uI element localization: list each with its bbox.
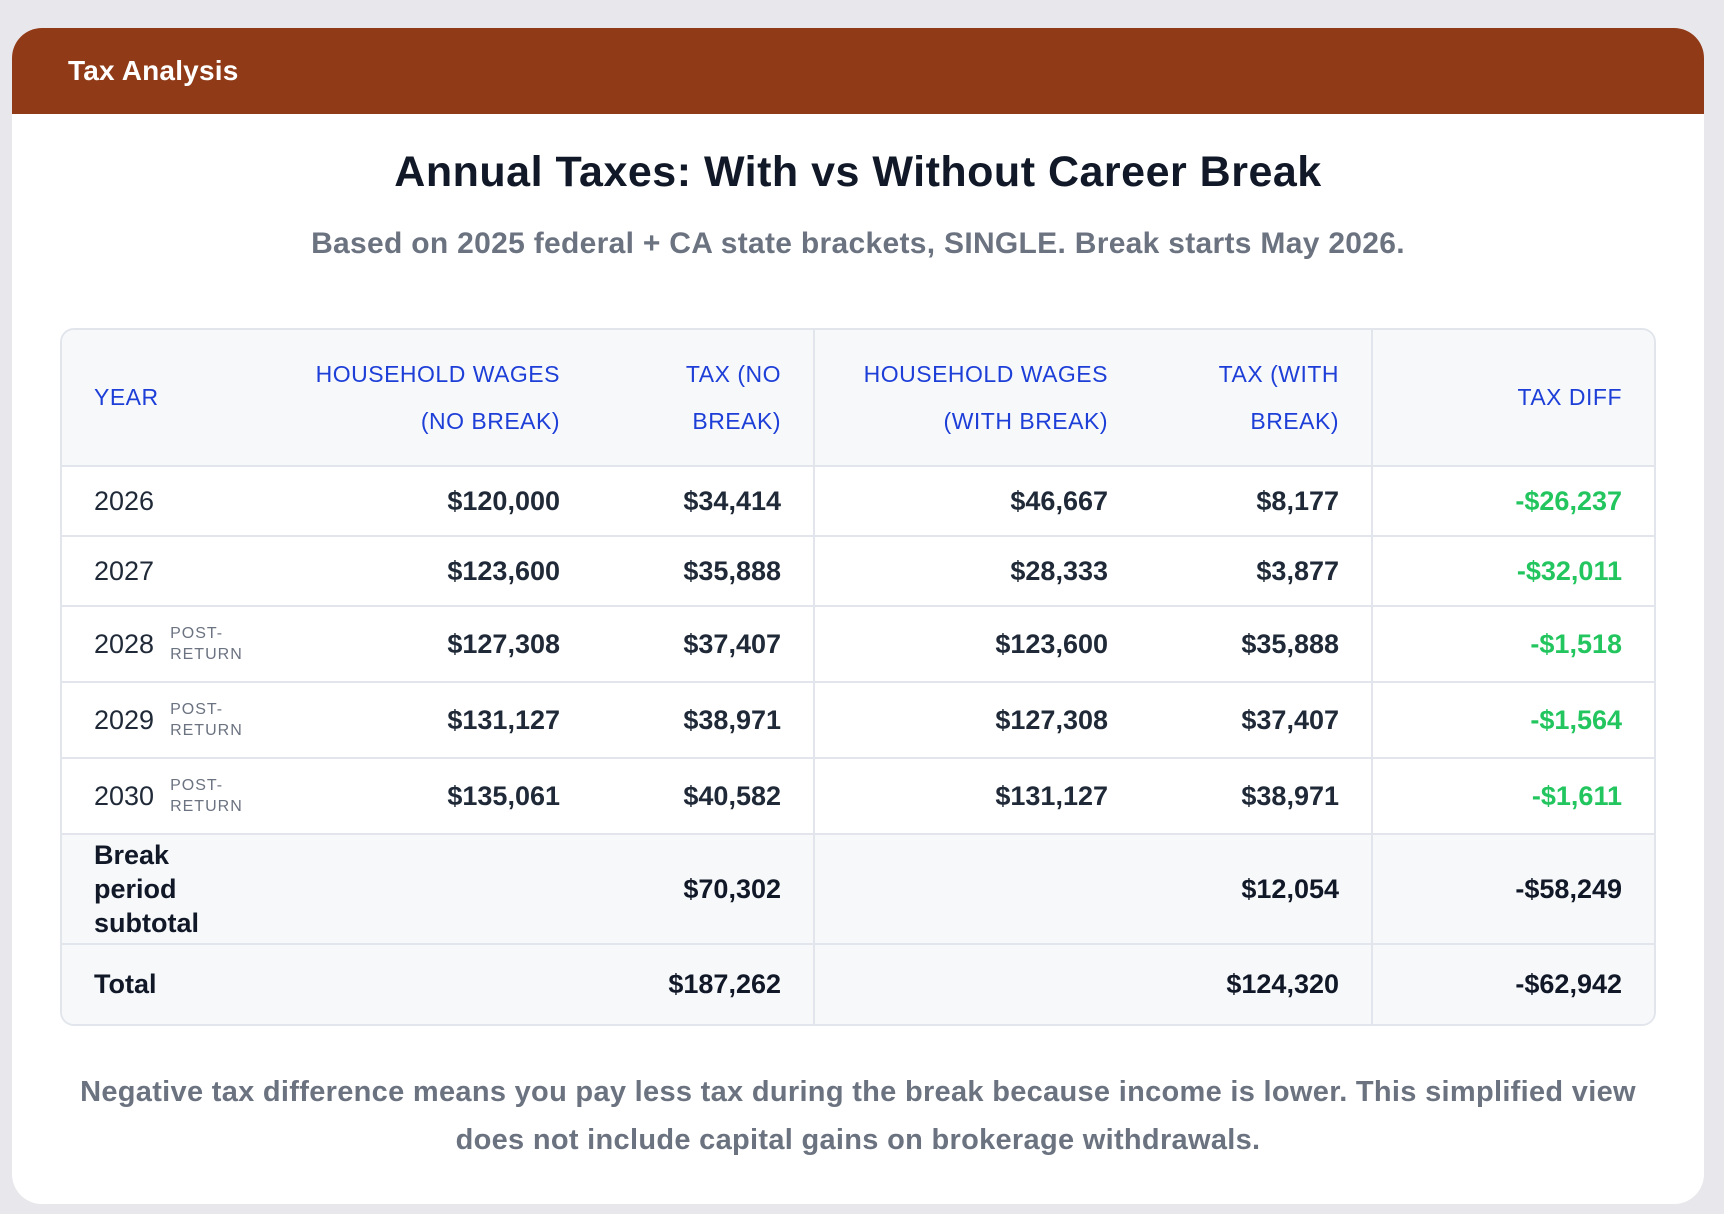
empty-cell — [814, 834, 1140, 945]
wages-no-break-cell: $123,600 — [262, 536, 592, 607]
column-header-tax-diff: TAX DIFF — [1372, 330, 1654, 467]
tax-diff-cell: -$32,011 — [1372, 536, 1654, 607]
table-row: 2026 $120,000 $34,414 $46,667 $8,177 -$2… — [62, 466, 1654, 537]
table-row: 2029 POST-RETURN $131,127 $38,971 $127,30… — [62, 682, 1654, 759]
column-header-year: YEAR — [62, 330, 262, 467]
subtotal-tax-with-break: $12,054 — [1140, 834, 1373, 945]
table-row: 2028 POST-RETURN $127,308 $37,407 $123,60… — [62, 606, 1654, 683]
column-header-wages-with-break: HOUSEHOLD WAGES (WITH BREAK) — [814, 330, 1140, 467]
column-header-tax-with-break: TAX (WITH BREAK) — [1140, 330, 1373, 467]
tax-with-break-cell: $38,971 — [1140, 758, 1373, 835]
year-value: 2027 — [94, 555, 155, 586]
tax-table: YEAR HOUSEHOLD WAGES (NO BREAK) TAX (NO … — [62, 330, 1654, 1024]
year-cell: 2029 POST-RETURN — [62, 682, 262, 759]
page-title: Annual Taxes: With vs Without Career Bre… — [394, 148, 1322, 196]
year-cell: 2028 POST-RETURN — [62, 606, 262, 683]
tax-analysis-card: Tax Analysis Annual Taxes: With vs Witho… — [12, 28, 1704, 1204]
post-return-badge: POST-RETURN — [170, 777, 243, 815]
wages-with-break-cell: $46,667 — [814, 466, 1140, 537]
total-row: Total $187,262 $124,320 -$62,942 — [62, 944, 1654, 1024]
year-value: 2028 — [94, 628, 155, 659]
total-tax-diff: -$62,942 — [1372, 944, 1654, 1024]
tax-no-break-cell: $37,407 — [592, 606, 815, 683]
wages-no-break-cell: $127,308 — [262, 606, 592, 683]
year-cell: 2030 POST-RETURN — [62, 758, 262, 835]
tax-with-break-cell: $35,888 — [1140, 606, 1373, 683]
page-subtitle: Based on 2025 federal + CA state bracket… — [311, 227, 1405, 260]
empty-cell — [262, 944, 592, 1024]
table-row: 2030 POST-RETURN $135,061 $40,582 $131,12… — [62, 758, 1654, 835]
wages-with-break-cell: $127,308 — [814, 682, 1140, 759]
table-row: 2027 $123,600 $35,888 $28,333 $3,877 -$3… — [62, 536, 1654, 607]
year-cell: 2027 — [62, 536, 262, 607]
tax-with-break-cell: $37,407 — [1140, 682, 1373, 759]
subtotal-row: Break period subtotal $70,302 $12,054 -$… — [62, 834, 1654, 945]
tax-no-break-cell: $38,971 — [592, 682, 815, 759]
tax-diff-cell: -$1,518 — [1372, 606, 1654, 683]
tax-diff-cell: -$1,564 — [1372, 682, 1654, 759]
tax-with-break-cell: $8,177 — [1140, 466, 1373, 537]
year-value: 2030 — [94, 780, 155, 811]
card-header: Tax Analysis — [12, 28, 1704, 114]
wages-with-break-cell: $123,600 — [814, 606, 1140, 683]
wages-no-break-cell: $131,127 — [262, 682, 592, 759]
subtotal-label: Break period subtotal — [62, 834, 262, 945]
card-header-title: Tax Analysis — [68, 55, 239, 86]
wages-with-break-cell: $28,333 — [814, 536, 1140, 607]
column-header-wages-no-break: HOUSEHOLD WAGES (NO BREAK) — [262, 330, 592, 467]
empty-cell — [814, 944, 1140, 1024]
wages-no-break-cell: $120,000 — [262, 466, 592, 537]
post-return-badge: POST-RETURN — [170, 701, 243, 739]
tax-no-break-cell: $34,414 — [592, 466, 815, 537]
tax-no-break-cell: $35,888 — [592, 536, 815, 607]
total-label: Total — [62, 944, 262, 1024]
tax-with-break-cell: $3,877 — [1140, 536, 1373, 607]
year-value: 2029 — [94, 704, 155, 735]
table-header-row: YEAR HOUSEHOLD WAGES (NO BREAK) TAX (NO … — [62, 330, 1654, 467]
wages-with-break-cell: $131,127 — [814, 758, 1140, 835]
tax-diff-cell: -$26,237 — [1372, 466, 1654, 537]
column-header-tax-no-break: TAX (NO BREAK) — [592, 330, 815, 467]
tax-table-container: YEAR HOUSEHOLD WAGES (NO BREAK) TAX (NO … — [60, 328, 1656, 1026]
footnote: Negative tax difference means you pay le… — [80, 1076, 1636, 1156]
wages-no-break-cell: $135,061 — [262, 758, 592, 835]
empty-cell — [262, 834, 592, 945]
total-tax-with-break: $124,320 — [1140, 944, 1373, 1024]
tax-no-break-cell: $40,582 — [592, 758, 815, 835]
total-tax-no-break: $187,262 — [592, 944, 815, 1024]
subtotal-tax-no-break: $70,302 — [592, 834, 815, 945]
year-cell: 2026 — [62, 466, 262, 537]
subtotal-tax-diff: -$58,249 — [1372, 834, 1654, 945]
tax-diff-cell: -$1,611 — [1372, 758, 1654, 835]
year-value: 2026 — [94, 485, 155, 516]
post-return-badge: POST-RETURN — [170, 625, 243, 663]
